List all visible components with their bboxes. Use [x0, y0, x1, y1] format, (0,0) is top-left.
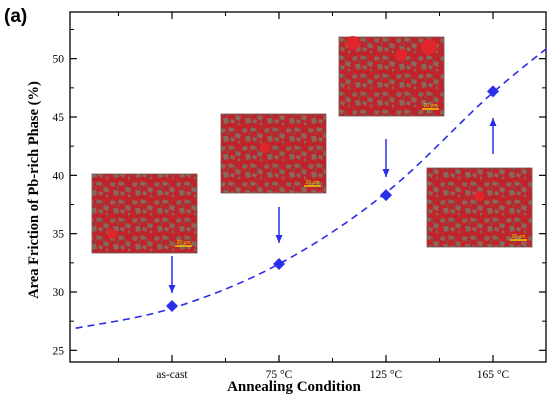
- y-tick-label: 35: [53, 229, 65, 241]
- plot-frame: [69, 11, 547, 363]
- y-axis: 25 30 35 40 45 50: [53, 29, 546, 357]
- pb-particle: [107, 229, 117, 239]
- scale-bar-label: 20 μm: [306, 180, 320, 186]
- micrograph-inset-2: 20 μm: [338, 36, 445, 117]
- data-point: [273, 258, 285, 270]
- data-markers: [166, 85, 499, 312]
- arrows: [168, 118, 497, 293]
- pb-particle: [395, 49, 407, 61]
- arrow-head: [168, 285, 176, 293]
- micrograph-image: [91, 173, 198, 254]
- pb-particle: [346, 36, 360, 50]
- insets: 20 μm 20 μm 20 μm 20 μm: [91, 36, 533, 254]
- pb-particle: [421, 39, 437, 55]
- micrograph-inset-3: 20 μm: [426, 167, 533, 248]
- pb-particle: [260, 143, 270, 153]
- pb-particle: [474, 191, 484, 201]
- x-tick-label: as-cast: [156, 369, 188, 381]
- arrow: [275, 207, 283, 243]
- arrow: [382, 139, 390, 177]
- arrow-head: [382, 169, 390, 177]
- micrograph-image: [426, 167, 533, 248]
- arrow: [168, 256, 176, 293]
- micrograph-inset-0: 20 μm: [91, 173, 198, 254]
- micrograph-image: [220, 113, 327, 194]
- data-point: [380, 189, 392, 202]
- x-tick-label: 75 °C: [266, 369, 293, 381]
- data-point: [487, 85, 499, 98]
- scale-bar-label: 20 μm: [177, 240, 191, 246]
- y-tick-label: 30: [53, 287, 65, 299]
- arrow-head: [489, 118, 497, 126]
- scale-bar-label: 20 μm: [424, 103, 438, 109]
- arrow: [489, 118, 497, 154]
- x-tick-label: 165 °C: [477, 369, 510, 381]
- arrow-head: [275, 235, 283, 243]
- panel-label: (a): [4, 6, 27, 27]
- x-axis: as-cast 75 °C 125 °C 165 °C: [118, 12, 510, 381]
- y-tick-label: 50: [53, 54, 65, 66]
- y-tick-label: 40: [53, 170, 65, 182]
- micrograph-inset-1: 20 μm: [220, 113, 327, 194]
- y-tick-label: 25: [53, 345, 65, 357]
- y-tick-label: 45: [53, 112, 65, 124]
- scale-bar-label: 20 μm: [512, 234, 526, 240]
- x-tick-label: 125 °C: [370, 369, 403, 381]
- y-axis-label: Area Friction of Pb-rich Phase (%): [26, 81, 42, 299]
- x-axis-label: Annealing Condition: [227, 379, 361, 395]
- data-point: [166, 300, 178, 312]
